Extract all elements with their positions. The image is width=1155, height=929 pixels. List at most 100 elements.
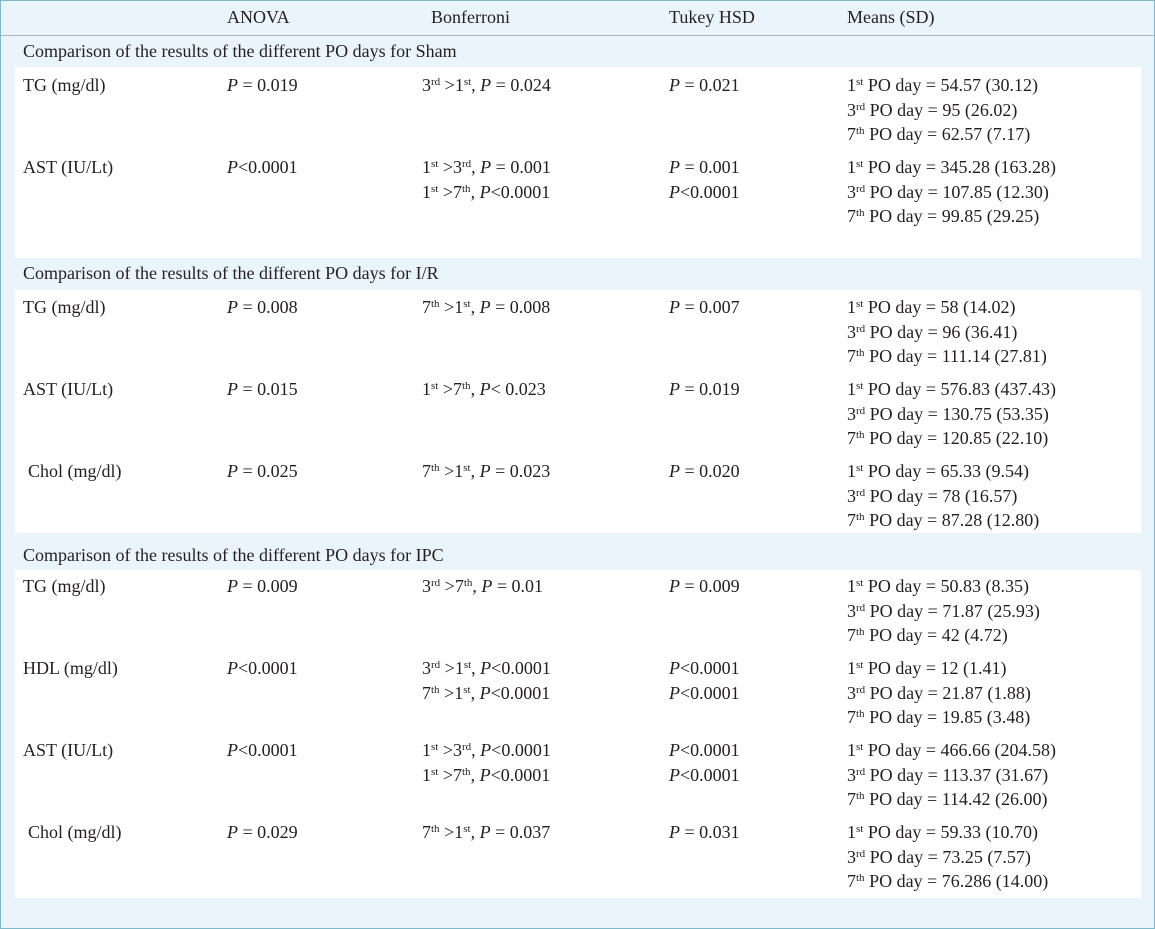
cell-bonferroni: 1st >3rd, P = 0.001 1st >7th, P<0.0001 [422,155,551,204]
cell-bonferroni: 1st >7th, P< 0.023 [422,377,546,402]
cell-means-line: 1st PO day = 65.33 (9.54) [847,461,1029,481]
cell-means-line: 7th PO day = 120.85 (22.10) [847,428,1049,448]
cell-means-line: 1st PO day = 50.83 (8.35) [847,576,1029,596]
section-band [15,570,1141,898]
cell-variable: TG (mg/dl) [23,295,106,320]
cell-means-line: 1st PO day = 59.33 (10.70) [847,822,1038,842]
cell-variable-line: TG (mg/dl) [23,75,106,95]
cell-variable-line: AST (IU/Lt) [23,157,114,177]
cell-means: 1st PO day = 58 (14.02) 3rd PO day = 96 (… [847,295,1047,369]
cell-bonferroni: 7th >1st, P = 0.008 [422,295,550,320]
cell-anova-line: P<0.0001 [227,157,298,177]
cell-tukey: P<0.0001 P<0.0001 [669,738,740,787]
cell-means: 1st PO day = 12 (1.41) 3rd PO day = 21.87… [847,656,1031,730]
cell-anova-line: P = 0.025 [227,461,298,481]
section-title: Comparison of the results of the differe… [1,540,1154,572]
cell-variable: HDL (mg/dl) [23,656,118,681]
cell-tukey-line: P = 0.019 [669,379,740,399]
cell-means-line: 3rd PO day = 107.85 (12.30) [847,181,1049,202]
cell-means-line: 3rd PO day = 78 (16.57) [847,485,1018,506]
cell-tukey-line: P = 0.020 [669,461,740,481]
cell-means-line: 7th PO day = 62.57 (7.17) [847,124,1031,144]
cell-tukey: P = 0.020 [669,459,740,484]
section-title: Comparison of the results of the differe… [1,36,1154,68]
cell-anova: P = 0.008 [227,295,298,320]
cell-bonferroni-line: 7th >1st, P = 0.008 [422,297,551,317]
cell-anova: P = 0.015 [227,377,298,402]
cell-variable: TG (mg/dl) [23,574,106,599]
cell-tukey: P = 0.009 [669,574,740,599]
cell-variable-line: AST (IU/Lt) [23,379,114,399]
cell-means-line: 3rd PO day = 95 (26.02) [847,99,1018,120]
cell-anova: P = 0.029 [227,820,298,845]
header-tukey: Tukey HSD [669,7,755,27]
cell-anova: P<0.0001 [227,738,298,763]
section-title-text: Comparison of the results of the differe… [23,263,439,283]
cell-means-line: 7th PO day = 111.14 (27.81) [847,346,1047,366]
cell-variable-line: HDL (mg/dl) [23,658,118,678]
cell-bonferroni-line: 3rd >7th, P = 0.01 [422,576,544,596]
cell-variable-line: TG (mg/dl) [23,576,106,596]
cell-means-line: 1st PO day = 345.28 (163.28) [847,157,1056,177]
cell-means: 1st PO day = 65.33 (9.54) 3rd PO day = 78… [847,459,1039,533]
cell-variable: AST (IU/Lt) [23,155,113,180]
cell-means-line: 3rd PO day = 73.25 (7.57) [847,846,1031,867]
section-band [15,290,1141,533]
cell-anova-line: P = 0.029 [227,822,298,842]
header-anova: ANOVA [227,7,290,27]
cell-means-line: 3rd PO day = 130.75 (53.35) [847,403,1049,424]
cell-anova-line: P = 0.009 [227,576,298,596]
cell-means-line: 1st PO day = 12 (1.41) [847,658,1007,678]
header-bonferroni: Bonferroni [431,7,510,27]
cell-tukey: P = 0.031 [669,820,740,845]
cell-means: 1st PO day = 345.28 (163.28) 3rd PO day =… [847,155,1056,229]
cell-bonferroni: 3rd >1st, P = 0.024 [422,73,551,98]
cell-anova-line: P<0.0001 [227,658,298,678]
cell-tukey: P = 0.021 [669,73,740,98]
cell-means-line: 3rd PO day = 96 (36.41) [847,321,1018,342]
cell-bonferroni-line: 1st >3rd, P = 0.001 [422,157,551,177]
cell-bonferroni-line: 1st >7th, P<0.0001 [422,764,551,785]
cell-variable: AST (IU/Lt) [23,738,113,763]
header-means: Means (SD) [847,7,935,27]
cell-anova: P = 0.009 [227,574,298,599]
cell-means-line: 1st PO day = 576.83 (437.43) [847,379,1056,399]
cell-tukey-line: P = 0.009 [669,576,740,596]
cell-means-line: 3rd PO day = 71.87 (25.93) [847,600,1040,621]
cell-anova: P<0.0001 [227,656,298,681]
cell-tukey-line: P = 0.007 [669,297,740,317]
cell-tukey-line: P<0.0001 [669,181,740,202]
cell-tukey-line: P<0.0001 [669,682,740,703]
cell-bonferroni: 1st >3rd, P<0.0001 1st >7th, P<0.0001 [422,738,551,787]
cell-variable: AST (IU/Lt) [23,377,113,402]
cell-anova: P<0.0001 [227,155,298,180]
cell-bonferroni-line: 7th >1st, P = 0.023 [422,461,551,481]
cell-variable: Chol (mg/dl) [28,820,122,845]
section-band [15,67,1141,259]
cell-means-line: 7th PO day = 99.85 (29.25) [847,206,1040,226]
table-header-row: ANOVA Bonferroni Tukey HSD Means (SD) [1,1,1154,36]
cell-anova: P = 0.025 [227,459,298,484]
cell-bonferroni-line: 7th >1st, P<0.0001 [422,682,551,703]
cell-means-line: 1st PO day = 54.57 (30.12) [847,75,1038,95]
cell-tukey: P = 0.019 [669,377,740,402]
cell-means: 1st PO day = 59.33 (10.70) 3rd PO day = 7… [847,820,1048,894]
cell-means-line: 7th PO day = 42 (4.72) [847,625,1008,645]
cell-tukey-line: P = 0.031 [669,822,740,842]
cell-means-line: 3rd PO day = 113.37 (31.67) [847,764,1049,785]
cell-anova-line: P<0.0001 [227,740,298,760]
cell-tukey-line: P<0.0001 [669,764,740,785]
cell-means-line: 1st PO day = 58 (14.02) [847,297,1016,317]
cell-means: 1st PO day = 466.66 (204.58) 3rd PO day =… [847,738,1056,812]
cell-variable: Chol (mg/dl) [28,459,122,484]
cell-anova-line: P = 0.015 [227,379,298,399]
cell-means-line: 3rd PO day = 21.87 (1.88) [847,682,1031,703]
cell-variable-line: AST (IU/Lt) [23,740,114,760]
cell-tukey: P = 0.007 [669,295,740,320]
cell-means-line: 7th PO day = 114.42 (26.00) [847,789,1048,809]
cell-bonferroni-line: 3rd >1st, P = 0.024 [422,75,551,95]
section-title-text: Comparison of the results of the differe… [23,545,444,565]
cell-anova-line: P = 0.008 [227,297,298,317]
cell-bonferroni-line: 1st >7th, P<0.0001 [422,181,551,202]
